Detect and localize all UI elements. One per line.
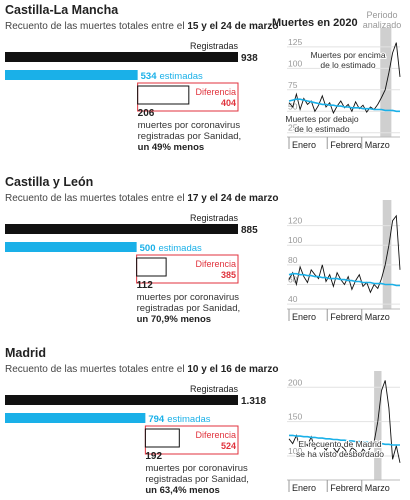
x-tick-label: Febrero: [330, 140, 362, 150]
y-tick-label: 120: [288, 216, 302, 226]
estimated-value: 500: [140, 243, 156, 254]
difference-value: 524: [221, 441, 236, 451]
x-tick-label: Marzo: [365, 483, 390, 493]
covid-text: muertes por coronavirus: [137, 292, 240, 303]
difference-label: Diferencia: [195, 430, 236, 440]
difference-value: 385: [221, 270, 236, 280]
registered-value: 885: [241, 225, 258, 236]
subtitle-text: Recuento de las muertes totales entre el: [5, 193, 187, 204]
highlight-band: [374, 371, 382, 480]
estimated-text: estimadas: [160, 71, 204, 82]
annotation: se ha visto desbordado: [296, 449, 384, 459]
trend-line: [288, 214, 401, 294]
estimated-value: 534: [141, 71, 158, 82]
y-tick-label: 40: [288, 294, 298, 304]
y-tick-label: 100: [288, 58, 302, 68]
covid-note: un 63,4% menos: [145, 485, 219, 496]
y-tick-label: 60: [288, 274, 298, 284]
registered-value: 938: [241, 53, 258, 64]
subtitle: Recuento de las muertes totales entre el…: [5, 21, 279, 32]
registered-label: Registradas: [190, 213, 239, 223]
registered-bar: [5, 224, 238, 234]
difference-label: Diferencia: [195, 87, 236, 97]
estimated-bar: [5, 242, 137, 252]
annotation: El recuento de Madrid: [298, 439, 381, 449]
covid-text: muertes por coronavirus: [145, 463, 248, 474]
x-tick-label: Enero: [292, 140, 316, 150]
difference-value: 404: [221, 98, 236, 108]
subtitle-dates: 17 y el 24 de marzo: [187, 193, 278, 204]
annotation: de lo estimado: [320, 60, 376, 70]
estimated-bar: [5, 413, 146, 423]
x-tick-label: Febrero: [330, 312, 362, 322]
trend-line: [288, 272, 400, 287]
y-tick-label: 25: [288, 123, 298, 133]
registered-bar: [5, 395, 238, 405]
y-tick-label: 150: [288, 412, 302, 422]
annotation: de lo estimado: [294, 124, 350, 134]
annotation: Muertes por debajo: [285, 114, 359, 124]
estimated-text: estimadas: [167, 414, 211, 425]
covid-value: 192: [145, 451, 162, 462]
y-tick-label: 125: [288, 37, 302, 47]
period-label: analizado: [363, 20, 402, 30]
x-tick-label: Enero: [292, 312, 316, 322]
registered-label: Registradas: [190, 384, 239, 394]
covid-box: [144, 428, 180, 448]
chart-title: Muertes en 2020: [272, 17, 358, 29]
trend-line: [289, 434, 400, 446]
x-tick-label: Marzo: [365, 140, 390, 150]
subtitle-text: Recuento de las muertes totales entre el: [5, 364, 187, 375]
estimated-text: estimadas: [158, 243, 202, 254]
subtitle-text: Recuento de las muertes totales entre el: [5, 21, 187, 32]
estimated-label: 794 estimadas: [148, 414, 210, 425]
registered-label: Registradas: [190, 41, 239, 51]
difference-label: Diferencia: [195, 259, 236, 269]
trend-line: [288, 98, 400, 113]
estimated-bar: [5, 70, 138, 80]
highlight-band: [380, 28, 392, 137]
estimated-label: 534 estimadas: [141, 71, 203, 82]
subtitle: Recuento de las muertes totales entre el…: [5, 193, 279, 204]
section-title: Castilla-La Mancha: [5, 3, 119, 17]
period-label: Periodo: [366, 10, 397, 20]
y-tick-label: 100: [288, 446, 302, 456]
estimated-label: 500 estimadas: [140, 243, 202, 254]
section-title: Madrid: [5, 346, 46, 360]
covid-value: 206: [138, 108, 155, 119]
section-title: Castilla y León: [5, 175, 93, 189]
y-tick-label: 75: [288, 80, 298, 90]
trend-line: [288, 380, 401, 463]
covid-text: muertes por coronavirus: [138, 120, 241, 131]
y-tick-label: 100: [288, 235, 302, 245]
estimated-value: 794: [148, 414, 165, 425]
y-tick-label: 200: [288, 377, 302, 387]
covid-value: 112: [137, 280, 154, 291]
covid-text: registradas por Sanidad,: [137, 303, 241, 314]
covid-text: registradas por Sanidad,: [138, 131, 242, 142]
covid-box: [136, 257, 167, 277]
y-tick-label: 80: [288, 255, 298, 265]
covid-note: un 70,9% menos: [137, 314, 211, 325]
registered-value: 1.318: [241, 396, 266, 407]
x-tick-label: Febrero: [330, 483, 362, 493]
covid-text: registradas por Sanidad,: [145, 474, 249, 485]
subtitle-dates: 10 y el 16 de marzo: [187, 364, 278, 375]
annotation: Muertes por encima: [310, 50, 385, 60]
covid-box: [137, 85, 190, 105]
covid-note: un 49% menos: [138, 142, 205, 153]
x-tick-label: Marzo: [365, 312, 390, 322]
subtitle-dates: 15 y el 24 de marzo: [187, 21, 278, 32]
registered-bar: [5, 52, 238, 62]
x-tick-label: Enero: [292, 483, 316, 493]
subtitle: Recuento de las muertes totales entre el…: [5, 364, 279, 375]
